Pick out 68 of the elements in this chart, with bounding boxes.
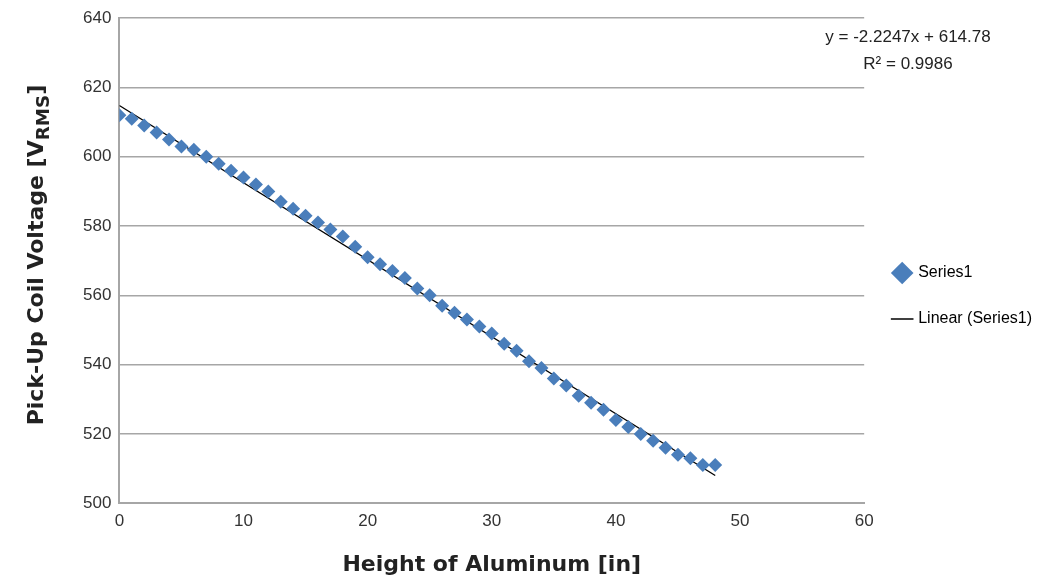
point (248, 177, 263, 192)
annotation: y = -2.2247x + 614.78 (825, 26, 991, 46)
point (670, 447, 685, 462)
point (559, 378, 574, 393)
point (658, 440, 673, 455)
point (422, 288, 437, 303)
point (373, 257, 388, 272)
y-tick-label: 580 (82, 215, 112, 235)
point (174, 139, 189, 154)
x-tick-label: 60 (854, 511, 874, 531)
y-tick-label: 620 (82, 77, 112, 97)
legend-label: Series1 (918, 263, 973, 281)
point (683, 451, 698, 466)
x-tick-label: 40 (606, 511, 626, 531)
legend-label: Linear (Series1) (918, 309, 1032, 327)
point (348, 239, 363, 254)
point (633, 426, 648, 441)
point (584, 395, 599, 410)
point (695, 458, 710, 473)
point (509, 343, 524, 358)
x-axis-title: Height of Aluminum [in] (342, 550, 642, 576)
x-tick-label: 20 (358, 511, 378, 531)
point (484, 326, 499, 341)
point (472, 319, 487, 334)
point (435, 298, 450, 313)
point (646, 433, 661, 448)
point (459, 312, 474, 327)
point (261, 184, 276, 199)
point (186, 142, 201, 157)
point (708, 458, 723, 473)
point (273, 194, 288, 209)
point (137, 118, 152, 133)
point (199, 149, 214, 164)
point (236, 170, 251, 185)
point (224, 163, 239, 178)
annotation: R² = 0.9986 (863, 53, 953, 73)
y-tick-label: 520 (82, 423, 112, 443)
y-tick-label: 500 (82, 492, 112, 512)
y-tick-label: 560 (82, 285, 112, 305)
point (546, 371, 561, 386)
y-tick-label: 600 (82, 146, 112, 166)
x-tick-label: 10 (234, 511, 253, 531)
point (323, 222, 338, 237)
point (286, 201, 301, 216)
x-tick-label: 30 (482, 511, 502, 531)
point (335, 229, 350, 244)
point (522, 354, 537, 369)
point (534, 361, 549, 376)
point (621, 419, 636, 434)
point (410, 281, 425, 296)
point (447, 305, 462, 320)
x-tick-label: 0 (114, 511, 125, 531)
point (397, 271, 412, 286)
point (571, 388, 586, 403)
point (149, 125, 164, 140)
point (298, 208, 313, 223)
point (497, 336, 512, 351)
point (211, 156, 226, 171)
y-tick-label: 640 (82, 7, 112, 27)
x-tick-label: 50 (730, 511, 750, 531)
point (360, 250, 375, 265)
point (124, 111, 139, 126)
point (596, 402, 611, 417)
point (310, 215, 325, 230)
point (162, 132, 177, 147)
point (608, 413, 623, 428)
point (385, 264, 400, 279)
y-tick-label: 540 (82, 354, 112, 374)
